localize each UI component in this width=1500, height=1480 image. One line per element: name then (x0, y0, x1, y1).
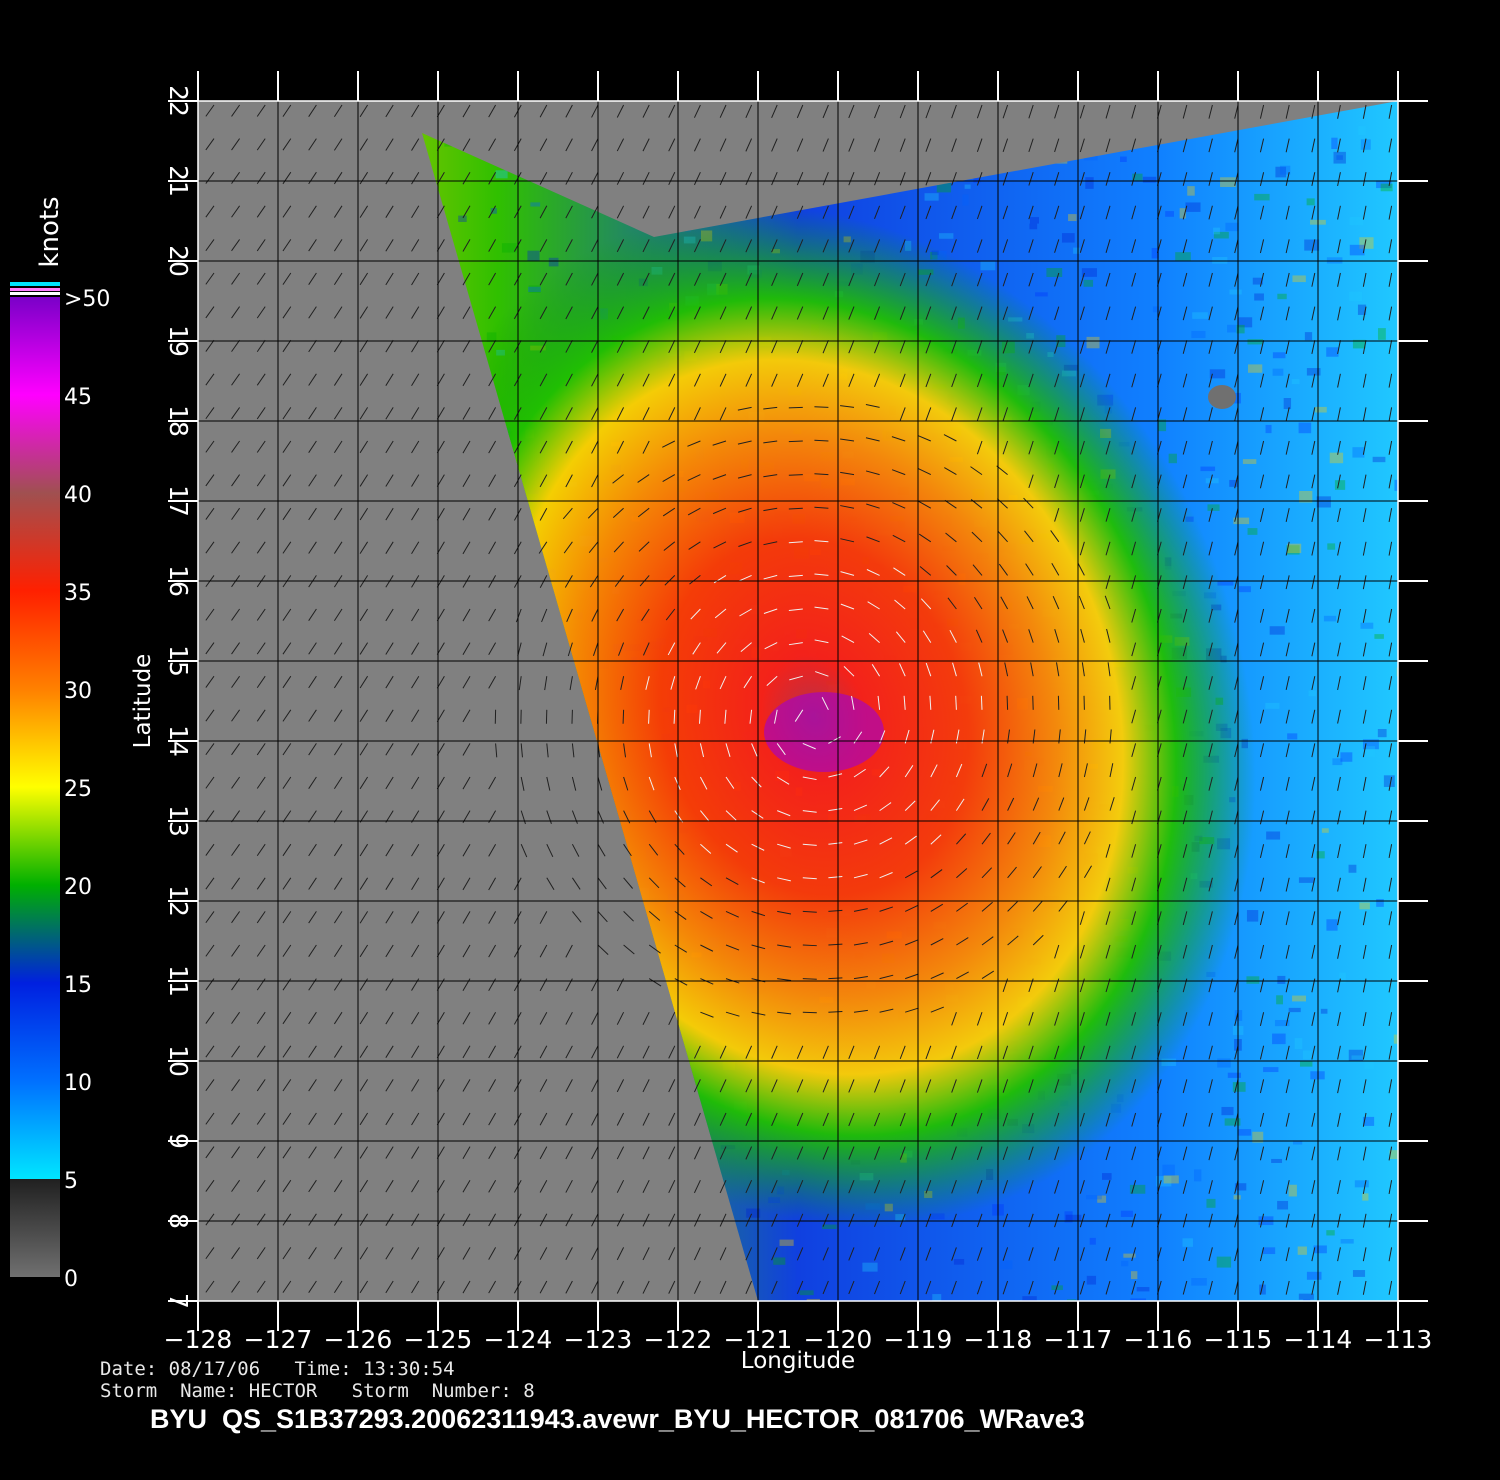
y-tick-label: 19 (164, 325, 193, 357)
y-tick-label: 9 (164, 1133, 193, 1149)
colorbar-label: 45 (64, 385, 92, 410)
y-tick-label: 22 (164, 85, 193, 117)
y-axis-label: Latitude (130, 654, 156, 749)
colorbar-label: 15 (64, 973, 92, 998)
colorbar-unit: knots (35, 196, 65, 267)
colorbar-segment (10, 1081, 60, 1179)
colorbar-segment (10, 1179, 60, 1277)
y-tick-label: 14 (164, 725, 193, 757)
colorbar-label: 30 (64, 679, 92, 704)
y-tick-label: 8 (164, 1213, 193, 1229)
x-tick-label: −125 (404, 1325, 473, 1354)
y-tick-label: 17 (164, 485, 193, 517)
file-name: BYU QS_S1B37293.20062311943.avewr_BYU_HE… (150, 1404, 1085, 1434)
x-axis-label: Longitude (741, 1348, 855, 1374)
y-tick-label: 20 (164, 245, 193, 277)
y-tick-label: 11 (164, 965, 193, 997)
colorbar-segment (10, 689, 60, 787)
storm-info-line: Storm Name: HECTOR Storm Number: 8 (100, 1380, 535, 1402)
x-tick-label: −128 (164, 1325, 233, 1354)
lat-lon-grid (197, 100, 1399, 1302)
date-time-line: Date: 08/17/06 Time: 13:30:54 (100, 1358, 455, 1380)
y-tick-label: 10 (164, 1045, 193, 1077)
axes: −128 −127 −126 −125 −124 −123 −122 −121 −120 −119… (164, 71, 1433, 1354)
colorbar-label: 25 (64, 777, 92, 802)
plot-frame (197, 100, 1399, 1302)
y-tick-label: 12 (164, 885, 193, 917)
land-mask (1208, 385, 1236, 409)
colorbar-segment (10, 983, 60, 1081)
x-tick-label: −117 (1044, 1325, 1113, 1354)
x-tick-label: −123 (564, 1325, 633, 1354)
colorbar-segment (10, 591, 60, 689)
colorbar-label: >50 (64, 287, 110, 312)
wind-speed-map: −128 −127 −126 −125 −124 −123 −122 −121 −120 −119… (10, 71, 1433, 1374)
y-tick-label: 16 (164, 565, 193, 597)
x-tick-label: −113 (1364, 1325, 1433, 1354)
x-tick-label: −119 (884, 1325, 953, 1354)
colorbar-label: 40 (64, 483, 92, 508)
x-tick-label: −116 (1124, 1325, 1193, 1354)
x-tick-label: −126 (324, 1325, 393, 1354)
colorbar-segment (10, 787, 60, 885)
y-tick-label: 15 (164, 645, 193, 677)
colorbar-label: 10 (64, 1071, 92, 1096)
x-tick-label: −114 (1284, 1325, 1353, 1354)
colorbar-label: 35 (64, 581, 92, 606)
x-tick-label: −118 (964, 1325, 1033, 1354)
y-tick-label: 18 (164, 405, 193, 437)
colorbar-segment (10, 885, 60, 983)
colorbar-segment (10, 297, 60, 395)
colorbar-segment (10, 395, 60, 493)
colorbar-label: 20 (64, 875, 92, 900)
colorbar-label: 5 (64, 1169, 78, 1194)
x-tick-label: −124 (484, 1325, 553, 1354)
colorbar-label: 0 (64, 1267, 78, 1292)
y-tick-label: 7 (164, 1293, 193, 1309)
colorbar-segment (10, 493, 60, 591)
storm-eye (764, 692, 884, 772)
y-tick-label: 21 (164, 165, 193, 197)
x-tick-label: −115 (1204, 1325, 1273, 1354)
x-tick-label: −122 (644, 1325, 713, 1354)
x-tick-label: −127 (244, 1325, 313, 1354)
x-tick-label: −120 (804, 1325, 873, 1354)
x-tick-label: −121 (724, 1325, 793, 1354)
colorbar: 0 5 10 15 20 25 30 35 40 45 >50 (10, 282, 110, 1292)
y-tick-label: 13 (164, 805, 193, 837)
